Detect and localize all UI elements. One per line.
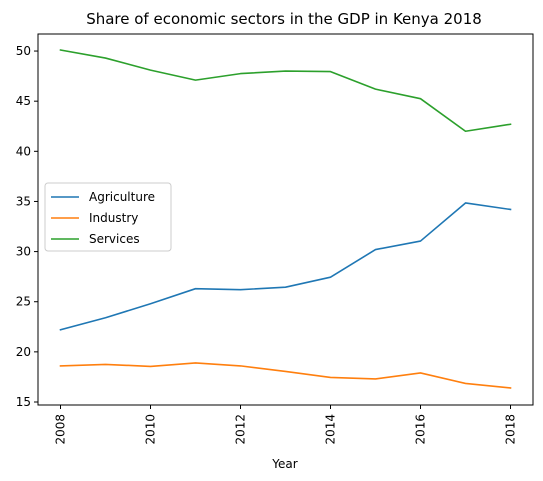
x-tick-label: 2016 (414, 414, 428, 445)
series-line-agriculture (59, 202, 512, 331)
chart-title: Share of economic sectors in the GDP in … (86, 10, 482, 28)
series-line-industry (59, 362, 512, 389)
y-tick-label: 15 (16, 395, 31, 409)
plot-area-frame (37, 33, 534, 406)
y-tick-label: 25 (16, 295, 31, 309)
y-tick-label: 50 (16, 44, 31, 58)
x-tick-label: 2014 (324, 414, 338, 445)
series-line-services (59, 49, 512, 133)
legend-label-services: Services (89, 232, 140, 246)
y-axis: 15 20 25 30 35 40 45 50 (16, 44, 38, 409)
legend: Agriculture Industry Services (44, 182, 172, 252)
y-tick-label: 20 (16, 345, 31, 359)
x-tick-label: 2010 (144, 414, 158, 445)
y-tick-label: 45 (16, 94, 31, 108)
legend-box (44, 182, 172, 252)
legend-label-industry: Industry (89, 211, 138, 225)
series-lines (59, 49, 512, 389)
y-tick-label: 40 (16, 144, 31, 158)
legend-label-agriculture: Agriculture (89, 190, 155, 204)
x-tick-label: 2008 (54, 414, 68, 445)
x-axis: 2008 2010 2012 2014 2016 2018 (54, 405, 518, 445)
y-tick-label: 30 (16, 245, 31, 259)
x-tick-label: 2012 (234, 414, 248, 445)
y-tick-label: 35 (16, 194, 31, 208)
x-axis-label: Year (271, 457, 297, 471)
x-tick-label: 2018 (504, 414, 518, 445)
